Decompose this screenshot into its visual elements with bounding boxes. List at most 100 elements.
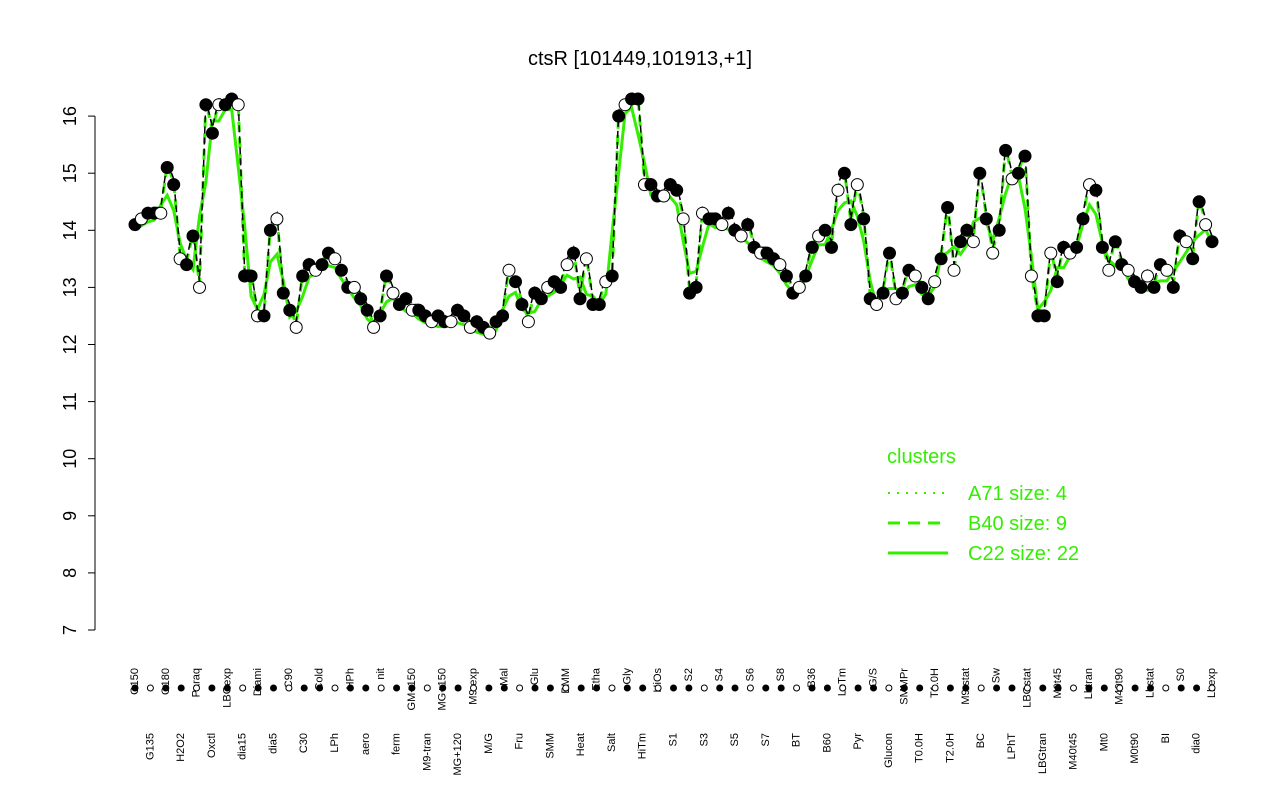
x-tick-label: S4: [714, 668, 726, 681]
data-point: [986, 246, 1000, 260]
legend-title: clusters: [887, 446, 956, 468]
data-point: [444, 315, 458, 329]
x-tick-label: Pyr: [852, 733, 864, 750]
y-tick-label: 11: [60, 392, 80, 411]
x-tick-label: Glucon: [883, 733, 895, 768]
x-tick-label: Fru: [514, 733, 526, 750]
x-tick-label: B60: [821, 733, 833, 753]
x-tick-label: dia5: [268, 733, 280, 754]
x-tick-label: G135: [144, 733, 156, 760]
x-tick-label: T2.0H: [944, 733, 956, 763]
x-tick-marker: [746, 684, 754, 692]
x-tick-marker: [1147, 684, 1154, 692]
data-point: [373, 309, 387, 323]
x-tick-marker: [916, 684, 924, 692]
data-point: [1018, 149, 1032, 163]
data-point: [354, 292, 368, 306]
x-tick-marker: [1162, 684, 1170, 692]
data-point: [831, 183, 845, 197]
x-tick-label: Heat: [575, 733, 587, 756]
x-tick-marker: [639, 684, 647, 692]
data-point: [1012, 166, 1025, 180]
legend-entry-c22: C22 size: 22: [968, 543, 1079, 565]
y-tick-label: 13: [60, 277, 80, 297]
data-point: [560, 258, 574, 272]
x-tick-marker: [777, 684, 785, 692]
x-tick-label: T0.0H: [914, 733, 926, 763]
x-tick-label: S2: [683, 668, 695, 681]
x-tick-marker: [670, 684, 677, 692]
data-point: [883, 246, 896, 260]
x-tick-marker: [1116, 684, 1124, 692]
x-tick-marker: [254, 684, 262, 692]
data-point: [1095, 240, 1109, 254]
x-tick-label: C90: [283, 668, 295, 688]
x-tick-label: LBGtran: [1037, 733, 1049, 774]
data-point: [199, 98, 213, 112]
x-tick-marker: [1070, 684, 1077, 692]
data-point: [928, 275, 942, 289]
data-point: [734, 229, 748, 243]
x-tick-label: S5: [729, 733, 741, 746]
data-point: [399, 292, 413, 306]
x-tick-marker: [423, 684, 431, 692]
data-point: [773, 258, 787, 272]
y-tick-label: 16: [60, 106, 80, 126]
x-tick-marker: [146, 684, 154, 692]
x-tick-label: S7: [760, 733, 772, 746]
x-tick-label: S8: [775, 668, 787, 681]
x-tick-marker: [1039, 684, 1047, 692]
x-tick-marker: [1131, 684, 1139, 692]
data-point: [534, 292, 548, 306]
x-tick-label: G/S: [868, 668, 880, 687]
x-tick-marker: [193, 684, 200, 692]
data-point: [947, 263, 961, 277]
x-tick-marker: [1193, 684, 1201, 692]
x-tick-marker: [885, 684, 893, 692]
legend-entry-a71: A71 size: 4: [968, 483, 1067, 505]
x-tick-marker: [1208, 684, 1216, 692]
x-tick-marker: [839, 684, 847, 692]
data-point: [1166, 280, 1180, 294]
data-point: [1199, 218, 1213, 232]
data-point: [1147, 280, 1161, 294]
x-tick-marker: [485, 684, 493, 692]
data-point: [1134, 280, 1148, 294]
data-point: [567, 246, 580, 260]
x-tick-label: M/G: [483, 733, 495, 754]
x-tick-marker: [623, 684, 631, 692]
x-tick-marker: [1023, 684, 1031, 692]
x-tick-marker: [162, 684, 170, 692]
data-point: [1102, 263, 1116, 277]
data-point: [908, 269, 922, 283]
data-point: [573, 292, 587, 306]
data-point: [954, 235, 967, 249]
x-tick-marker: [393, 684, 401, 692]
x-tick-label: Mt0: [1098, 733, 1110, 751]
data-point: [1179, 235, 1193, 249]
data-point: [921, 292, 935, 306]
x-tick-marker: [1100, 684, 1108, 692]
data-point: [818, 223, 832, 237]
x-tick-label: LPh: [329, 733, 341, 753]
x-tick-marker: [823, 684, 831, 692]
data-point: [915, 280, 929, 294]
x-tick-marker: [546, 684, 554, 692]
x-tick-marker: [577, 684, 585, 692]
data-point: [689, 280, 703, 294]
data-point: [154, 206, 168, 220]
x-tick-marker: [531, 684, 539, 692]
y-tick-label: 14: [60, 220, 80, 240]
data-point: [554, 280, 568, 294]
x-tick-label: dia15: [237, 733, 249, 760]
x-tick-label: LPhT: [1006, 733, 1018, 760]
x-tick-label: H2O2: [175, 733, 187, 762]
x-tick-marker: [239, 684, 247, 692]
x-tick-label: aero: [360, 733, 372, 755]
data-point: [257, 309, 271, 323]
data-point: [1205, 235, 1219, 249]
series-group: [128, 92, 1219, 340]
x-tick-marker: [270, 684, 277, 692]
data-point: [1024, 269, 1038, 283]
